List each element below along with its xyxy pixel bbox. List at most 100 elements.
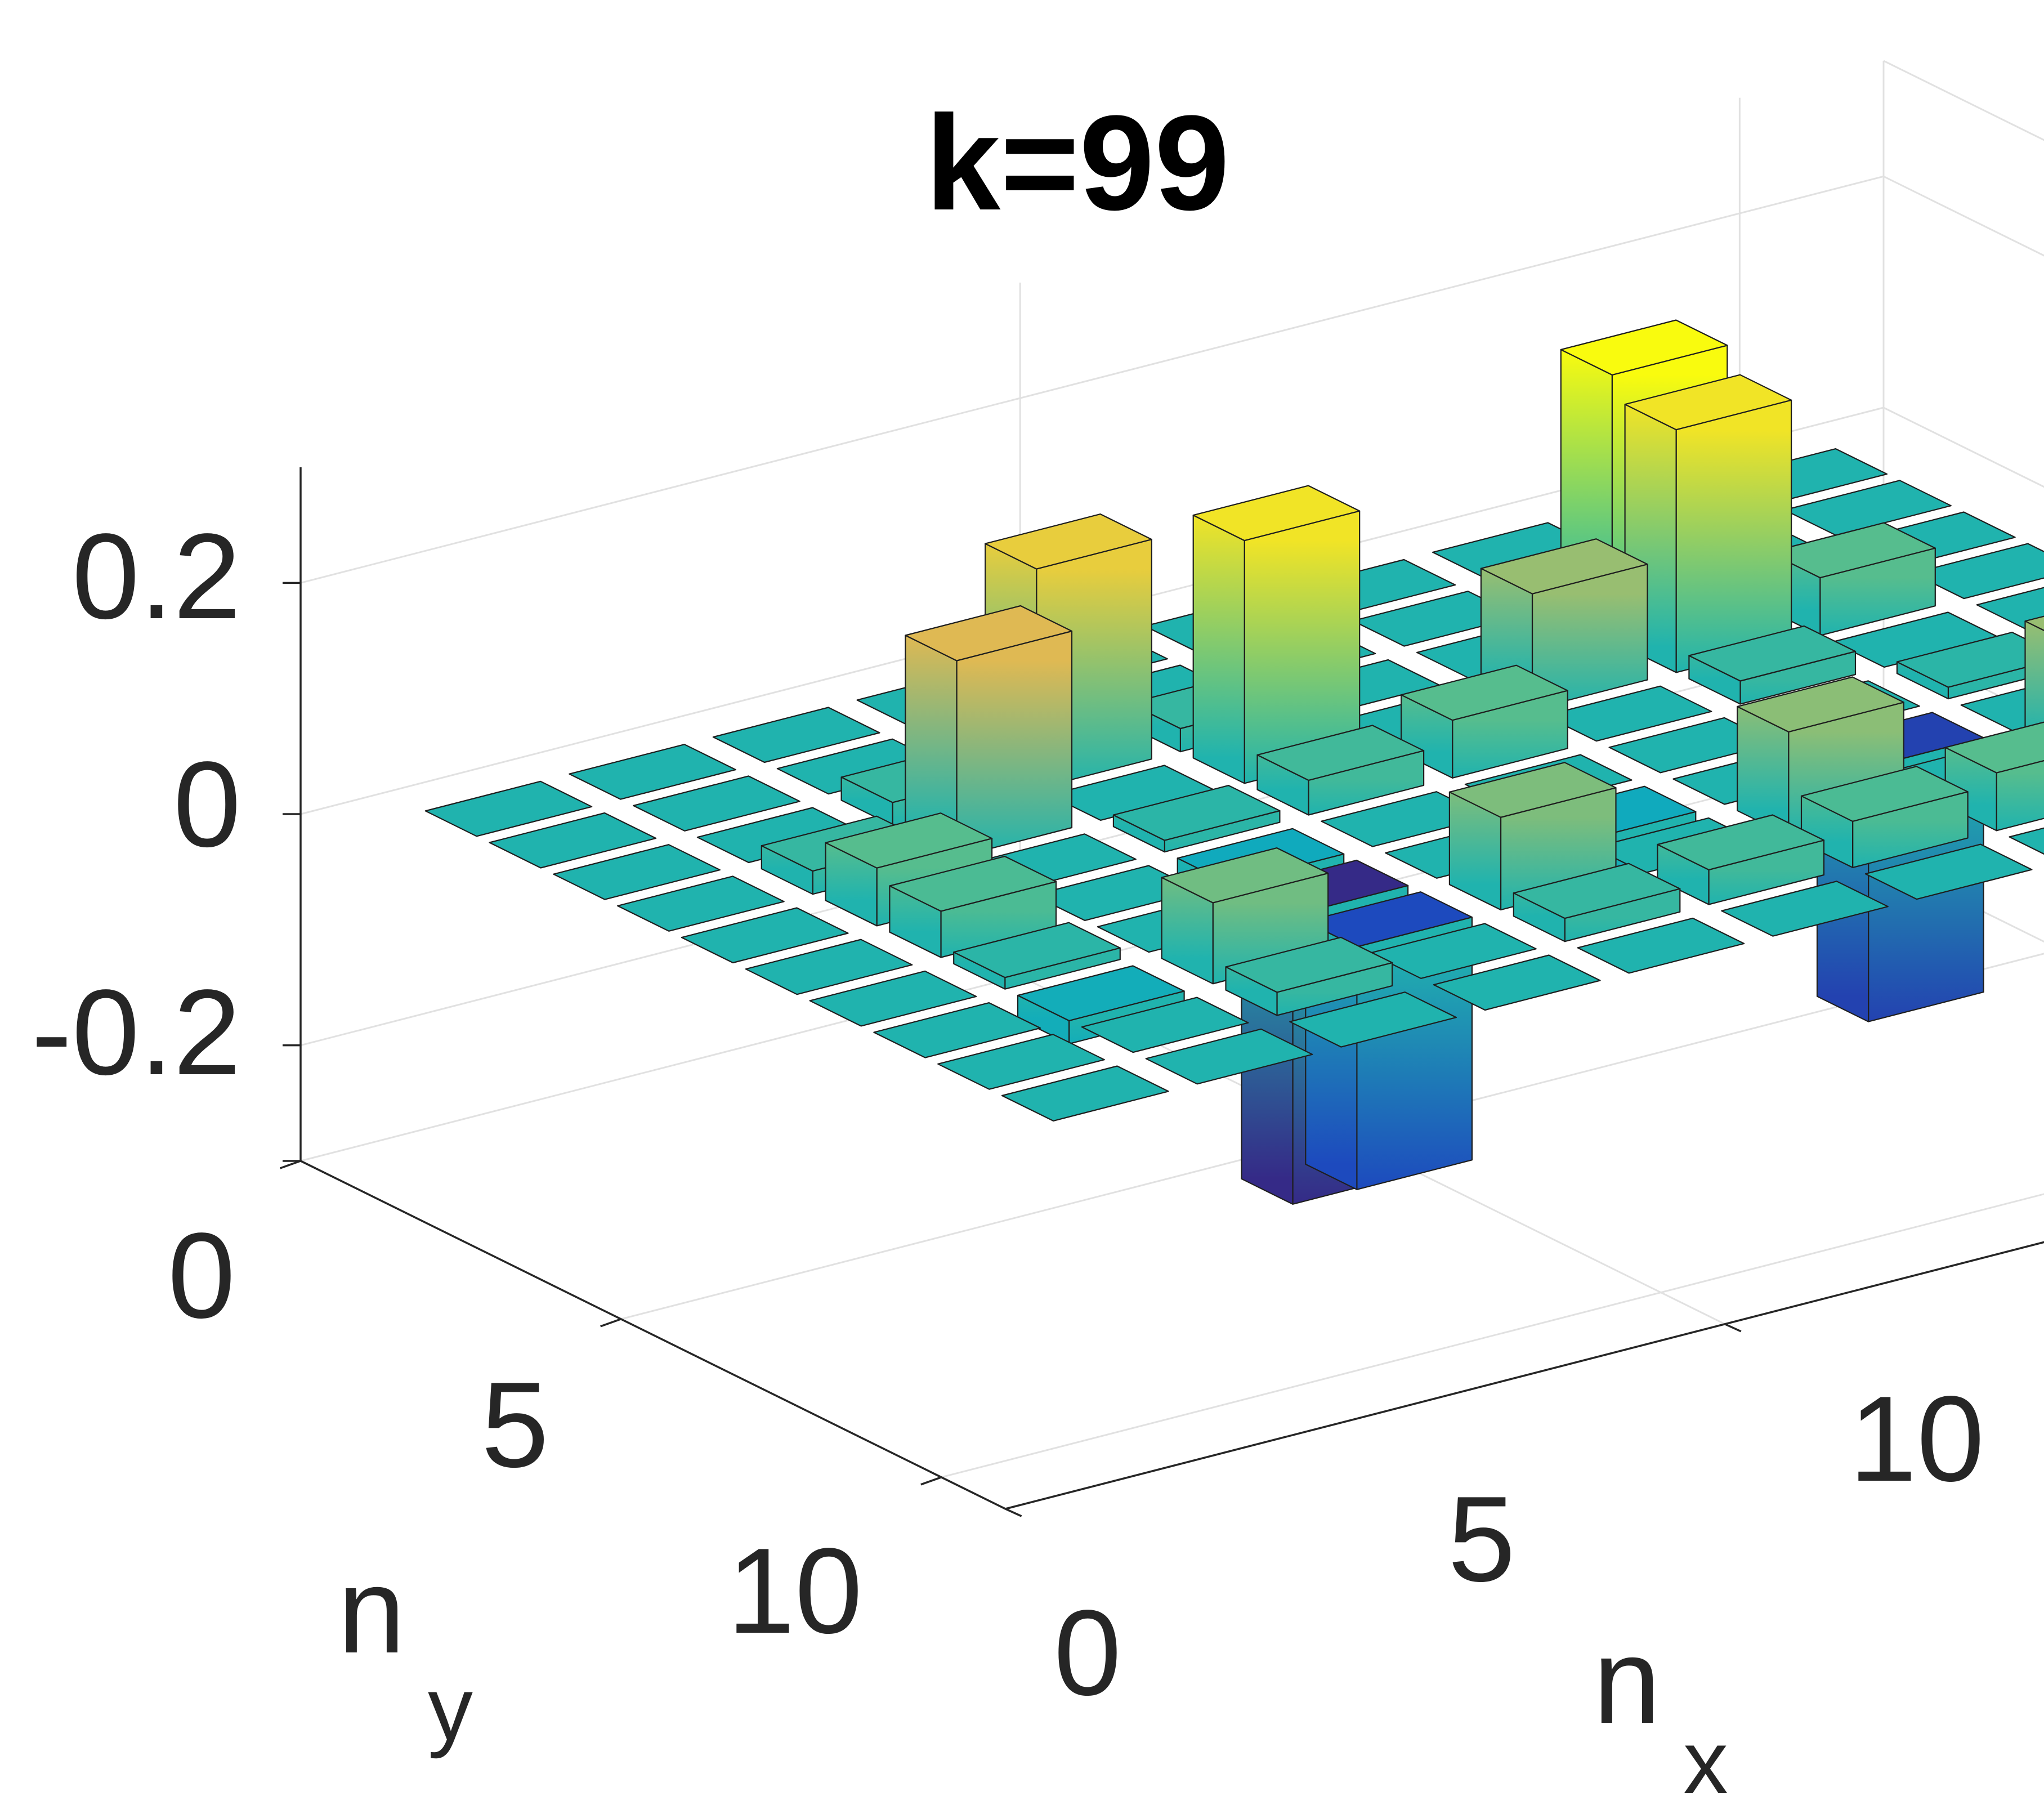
bar-face-top xyxy=(1688,625,1857,682)
bar-face-top xyxy=(1864,843,2033,900)
bar-face-top xyxy=(889,855,1057,912)
bar xyxy=(905,605,1073,858)
bar-face-top xyxy=(1112,784,1281,841)
z-tick-label: -0.2 xyxy=(32,964,241,1100)
x-axis-line xyxy=(1005,1241,2044,1510)
y-axis-label-main: n xyxy=(338,1542,405,1678)
bar-face-top xyxy=(937,1034,1105,1090)
bar xyxy=(873,1002,1041,1058)
grid-line xyxy=(941,1193,2044,1478)
bar xyxy=(1784,480,1952,536)
y-tick xyxy=(600,1318,621,1328)
bar-face-top xyxy=(1433,954,1601,1011)
bar xyxy=(616,875,785,932)
x-tick-labels: 0 5 10 xyxy=(1054,1370,1984,1721)
bar xyxy=(1721,881,1889,937)
bar-face-top xyxy=(1081,997,1249,1053)
bar-face-top xyxy=(1784,480,1952,536)
bar-face-top xyxy=(809,970,977,1027)
x-axis-label-subscript: x xyxy=(1683,1712,1728,1805)
x-tick-label: 0 xyxy=(1054,1584,1121,1721)
bar-face-top xyxy=(1976,587,2044,631)
bar-face-top xyxy=(1256,725,1425,781)
bar-face-top xyxy=(424,780,593,837)
bar xyxy=(1145,1028,1313,1085)
bar xyxy=(1577,917,1745,974)
y-axis-label: n y xyxy=(338,1542,473,1759)
bars xyxy=(424,319,2044,1205)
y-axis-label-subscript: y xyxy=(428,1658,473,1759)
z-tick-label: 0 xyxy=(173,736,241,872)
bar-face-top xyxy=(489,812,657,869)
bar-face-top xyxy=(985,513,1152,570)
bar xyxy=(1448,762,1617,911)
bar-face-top xyxy=(1577,917,1745,974)
bar-face-top xyxy=(1513,863,1681,919)
chart-title: k=99 xyxy=(925,87,1230,238)
bar-face-top xyxy=(2009,827,2044,855)
bar xyxy=(1688,625,1857,705)
bar xyxy=(953,922,1121,990)
bar-face-top xyxy=(1161,847,1329,904)
bar-face-top xyxy=(681,907,849,964)
bar-face-top xyxy=(1721,881,1889,937)
bar-face-top xyxy=(1001,1065,1169,1122)
bar xyxy=(553,844,721,900)
z-tick-labels: 0.2 0 -0.2 xyxy=(32,508,241,1100)
bar xyxy=(632,775,800,832)
bar xyxy=(1864,843,2033,900)
bar xyxy=(809,970,977,1027)
x-axis-label: n x xyxy=(1593,1612,1728,1805)
bar-face-top xyxy=(712,707,880,763)
bar-face-top xyxy=(1896,631,2044,688)
bar-face-top xyxy=(1448,762,1617,818)
bar-face-top xyxy=(2024,615,2044,631)
bar xyxy=(889,855,1057,958)
bar-face-top xyxy=(1401,664,1568,721)
bar-face-top xyxy=(1289,991,1457,1048)
bar xyxy=(1112,784,1281,853)
bar xyxy=(489,812,657,869)
z-tick-label: 0.2 xyxy=(72,508,241,644)
bar xyxy=(1161,847,1329,985)
bar xyxy=(1369,923,1537,979)
bar xyxy=(1001,1065,1169,1122)
x-tick xyxy=(1005,1508,1022,1517)
x-tick xyxy=(1724,1323,1742,1333)
axes xyxy=(280,467,2044,1517)
x-axis-label-main: n xyxy=(1593,1612,1661,1749)
bar-face-side xyxy=(1192,514,1245,784)
bar xyxy=(1513,863,1681,942)
bar xyxy=(712,707,880,763)
bar xyxy=(1433,954,1601,1011)
y-tick xyxy=(280,1160,301,1169)
bar xyxy=(424,780,593,837)
bar-face-top xyxy=(1369,923,1537,979)
bar-face-top xyxy=(1017,965,1185,1022)
bar-face-top xyxy=(745,939,913,995)
y-tick-labels: 0 5 10 xyxy=(168,1207,862,1659)
bar xyxy=(1624,374,1792,673)
bar-face-front xyxy=(1675,399,1792,673)
bar xyxy=(1896,631,2044,700)
bar-face-top xyxy=(1657,814,1825,871)
bar xyxy=(1225,936,1393,1016)
bar xyxy=(1944,721,2044,832)
bar xyxy=(2024,615,2044,747)
bar-face-top xyxy=(1544,685,1712,742)
grid-line xyxy=(1883,60,2044,141)
y-tick-label: 0 xyxy=(168,1207,235,1343)
bar xyxy=(1800,766,1969,869)
y-tick-label: 5 xyxy=(481,1356,549,1493)
bar-face-top xyxy=(1737,676,1904,733)
bar-face-top xyxy=(1768,522,1936,579)
bar xyxy=(1657,814,1825,905)
bar xyxy=(2009,827,2044,855)
bar-face-top xyxy=(632,775,800,832)
bar-face-top xyxy=(825,812,993,869)
bar xyxy=(681,907,849,964)
y-tick xyxy=(920,1476,942,1486)
bar-face-top xyxy=(1624,374,1792,431)
y-tick-label: 10 xyxy=(727,1522,862,1659)
